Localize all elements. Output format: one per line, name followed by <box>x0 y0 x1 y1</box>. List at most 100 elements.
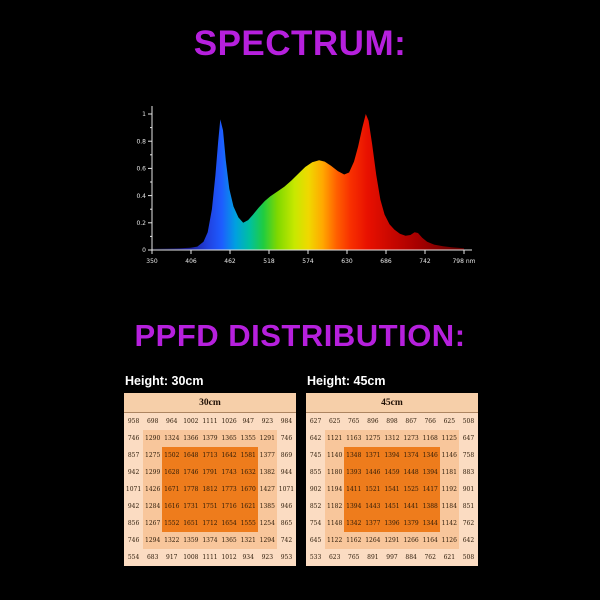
ppfd-cell: 1671 <box>162 481 182 498</box>
ppfd-cell: 1552 <box>162 515 182 532</box>
ppfd-cell: 1632 <box>238 464 258 481</box>
spectrum-chart-svg: 0 0.2 0.4 0.6 0.8 1 350 406 462 518 574 630 686 742 79… <box>136 106 476 265</box>
ppfd-cell: 1812 <box>200 481 220 498</box>
ppfd-cell: 1773 <box>219 481 239 498</box>
ppfd-cell: 1716 <box>219 498 239 515</box>
ppfd-cell: 1446 <box>363 464 383 481</box>
x-tick-label: 686 <box>380 258 392 265</box>
ppfd-section-title: PPFD DISTRIBUTION: <box>134 318 466 353</box>
ppfd-cell: 1182 <box>325 498 345 515</box>
ppfd-cell: 1388 <box>420 498 440 515</box>
ppfd-cell: 683 <box>143 549 163 566</box>
ppfd-cell: 1365 <box>219 430 239 447</box>
ppfd-cell: 1346 <box>420 447 440 464</box>
x-tick-label: 630 <box>341 258 353 265</box>
ppfd-cell: 1525 <box>401 481 421 498</box>
ppfd-cell: 997 <box>382 549 402 566</box>
x-tick-label: 798 nm <box>452 258 475 265</box>
ppfd-cell: 1111 <box>200 549 220 566</box>
ppfd-cell: 1312 <box>382 430 402 447</box>
ppfd-cell: 1441 <box>401 498 421 515</box>
ppfd-cell: 1379 <box>401 515 421 532</box>
ppfd-cell: 1121 <box>325 430 345 447</box>
y-tick-label: 0 <box>142 247 146 254</box>
ppfd-cell: 923 <box>257 412 277 430</box>
ppfd-cell: 1125 <box>439 430 459 447</box>
ppfd-cell: 754 <box>306 515 326 532</box>
ppfd-cell: 1122 <box>325 532 345 549</box>
ppfd-cell: 944 <box>276 464 296 481</box>
ppfd-table-header: 45cm <box>306 393 478 413</box>
ppfd-cell: 758 <box>458 447 478 464</box>
ppfd-cell: 623 <box>325 549 345 566</box>
ppfd-cell: 1541 <box>382 481 402 498</box>
y-tick-label: 0.4 <box>136 193 146 200</box>
ppfd-cell: 1126 <box>439 532 459 549</box>
ppfd-cell: 1616 <box>162 498 182 515</box>
ppfd-cell: 1294 <box>257 532 277 549</box>
ppfd-cell: 766 <box>420 412 440 430</box>
ppfd-cell: 1396 <box>382 515 402 532</box>
ppfd-cell: 1321 <box>238 532 258 549</box>
ppfd-cell: 508 <box>458 549 478 566</box>
ppfd-cell: 984 <box>276 412 296 430</box>
ppfd-cell: 1254 <box>257 515 277 532</box>
ppfd-cell: 1194 <box>325 481 345 498</box>
ppfd-cell: 1026 <box>219 412 239 430</box>
ppfd-cell: 1374 <box>401 447 421 464</box>
ppfd-cell: 1451 <box>382 498 402 515</box>
ppfd-cell: 508 <box>458 412 478 430</box>
ppfd-cell: 621 <box>439 549 459 566</box>
ppfd-cell: 1377 <box>363 515 383 532</box>
x-tick-label: 742 <box>419 258 431 265</box>
ppfd-cell: 1071 <box>276 481 296 498</box>
ppfd-cell: 917 <box>162 549 182 566</box>
ppfd-cell: 1324 <box>162 430 182 447</box>
ppfd-cell: 1393 <box>344 464 364 481</box>
ppfd-cell: 953 <box>276 549 296 566</box>
ppfd-cell: 1359 <box>181 532 201 549</box>
spectrum-section-title: SPECTRUM: <box>193 24 407 63</box>
ppfd-cell: 1275 <box>363 430 383 447</box>
height-30cm-label: Height: 30cm <box>125 374 204 388</box>
ppfd-cell: 746 <box>276 430 296 447</box>
ppfd-table-header: 30cm <box>124 393 296 413</box>
ppfd-cell: 1291 <box>382 532 402 549</box>
ppfd-cell: 1355 <box>238 430 258 447</box>
ppfd-cell: 1071 <box>124 481 144 498</box>
ppfd-cell: 1365 <box>219 532 239 549</box>
ppfd-cell: 1266 <box>401 532 421 549</box>
ppfd-cell: 1778 <box>181 481 201 498</box>
ppfd-cell: 1555 <box>238 515 258 532</box>
ppfd-cell: 1374 <box>200 532 220 549</box>
ppfd-cell: 1581 <box>238 447 258 464</box>
ppfd-cell: 964 <box>162 412 182 430</box>
ppfd-cell: 1670 <box>238 481 258 498</box>
ppfd-cell: 554 <box>124 549 144 566</box>
ppfd-cell: 1273 <box>401 430 421 447</box>
ppfd-cell: 1385 <box>257 498 277 515</box>
ppfd-cell: 883 <box>458 464 478 481</box>
ppfd-cell: 1290 <box>143 430 163 447</box>
ppfd-cell: 1417 <box>420 481 440 498</box>
ppfd-cell: 1299 <box>143 464 163 481</box>
ppfd-cell: 942 <box>124 498 144 515</box>
ppfd-cell: 942 <box>124 464 144 481</box>
ppfd-tables: Height: 30cm 30cm 958 698 964 1002 1111 1026 94… <box>124 374 478 566</box>
ppfd-cell: 1713 <box>200 447 220 464</box>
ppfd-cell: 947 <box>238 412 258 430</box>
ppfd-cell: 625 <box>439 412 459 430</box>
ppfd-cell: 1291 <box>257 430 277 447</box>
ppfd-grid-30cm: 30cm 958 698 964 1002 1111 1026 947 923 984 746 129… <box>124 393 296 566</box>
ppfd-cell: 1377 <box>257 447 277 464</box>
ppfd-cell: 1427 <box>257 481 277 498</box>
ppfd-cell: 1264 <box>363 532 383 549</box>
x-tick-label: 350 <box>146 258 158 265</box>
ppfd-cell: 1443 <box>363 498 383 515</box>
ppfd-cell: 1184 <box>439 498 459 515</box>
ppfd-cell: 1267 <box>143 515 163 532</box>
ppfd-cell: 1411 <box>344 481 364 498</box>
ppfd-cell: 1322 <box>162 532 182 549</box>
ppfd-cell: 891 <box>363 549 383 566</box>
